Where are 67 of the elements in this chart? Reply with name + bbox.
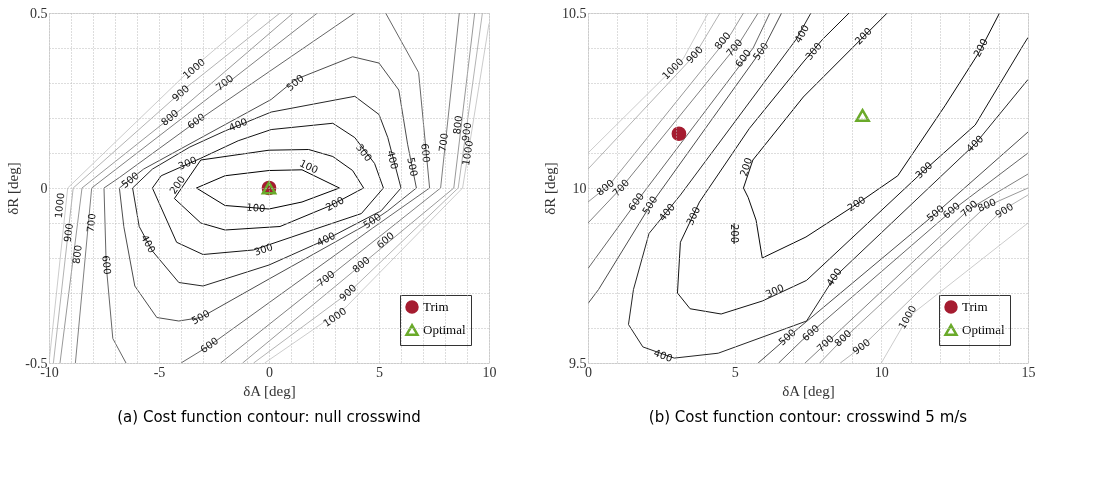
annotation: 900 xyxy=(169,82,192,104)
annotation: 300 xyxy=(763,281,786,300)
legend-label: Optimal xyxy=(423,322,466,337)
annotation: 500 xyxy=(361,210,384,231)
annotation: 500 xyxy=(750,40,771,63)
text: (a) Cost function contour: null crosswind xyxy=(117,408,421,426)
annotation: 400 xyxy=(384,149,401,171)
annotation: 300 xyxy=(252,241,275,258)
annotation: 600 xyxy=(185,111,208,132)
annotation: 400 xyxy=(652,347,675,364)
annotation: 500 xyxy=(189,307,212,327)
annotation: 300 xyxy=(353,141,375,164)
y-tick-label: 0 xyxy=(40,180,48,196)
annotation: 200 xyxy=(729,223,741,244)
annotation: 400 xyxy=(314,229,337,249)
y-axis-title: δR [deg] xyxy=(5,162,22,215)
annotation: 300 xyxy=(913,159,935,181)
annotation: 600 xyxy=(374,229,397,251)
annotation: 900 xyxy=(337,282,359,304)
annotation: 500 xyxy=(119,169,141,191)
annotation: 200 xyxy=(323,194,346,213)
y-tick-label: 0.5 xyxy=(30,5,48,21)
annotation: 600 xyxy=(198,335,221,356)
text: (b) Cost function contour: crosswind 5 m/s xyxy=(648,408,968,426)
annotation: 700 xyxy=(213,72,236,93)
x-axis-title: δA [deg] xyxy=(782,382,835,399)
x-tick-label: 0 xyxy=(266,364,273,380)
annotation: 400 xyxy=(227,115,249,134)
annotation: 500 xyxy=(405,156,420,178)
annotation: 1000 xyxy=(52,192,67,219)
annotation: 900 xyxy=(850,336,873,357)
y-tick-label: 10 xyxy=(572,180,587,196)
x-tick-label: 5 xyxy=(731,364,739,380)
legend-label: Trim xyxy=(962,299,988,314)
x-tick-label: -5 xyxy=(153,364,166,380)
x-tick-label: 10 xyxy=(874,364,889,380)
legend-label: Trim xyxy=(423,299,449,314)
annotation: 900 xyxy=(61,222,75,243)
annotation: 600 xyxy=(419,142,433,163)
annotation: 400 xyxy=(964,132,986,155)
annotation: 200 xyxy=(971,36,990,59)
annotation: 400 xyxy=(139,232,158,255)
annotation: 600 xyxy=(100,254,114,275)
y-tick-label: 10.5 xyxy=(562,5,587,21)
annotation: 700 xyxy=(84,212,98,233)
annotation: 800 xyxy=(350,254,372,275)
annotation: 700 xyxy=(436,132,450,153)
annotation: 800 xyxy=(158,107,181,128)
legend-label: Optimal xyxy=(962,322,1005,337)
x-axis-title: δA [deg] xyxy=(243,382,296,399)
annotation: 200 xyxy=(852,25,875,47)
annotation: 900 xyxy=(683,43,705,66)
annotation: 100 xyxy=(297,157,320,176)
annotation: 200 xyxy=(845,193,868,214)
annotation: 400 xyxy=(656,201,678,224)
x-tick-label: 15 xyxy=(1021,364,1036,380)
annotation: 700 xyxy=(314,268,337,289)
x-tick-label: 10 xyxy=(482,364,497,380)
annotation: 200 xyxy=(737,156,755,178)
annotation: 800 xyxy=(70,244,84,265)
annotation: 300 xyxy=(176,154,199,172)
annotation: 500 xyxy=(284,72,306,93)
y-axis-title: δR [deg] xyxy=(542,162,558,215)
annotation: 500 xyxy=(776,326,798,348)
annotation: 100 xyxy=(245,201,266,215)
x-tick-label: 5 xyxy=(376,364,383,380)
annotation: 300 xyxy=(684,204,703,227)
